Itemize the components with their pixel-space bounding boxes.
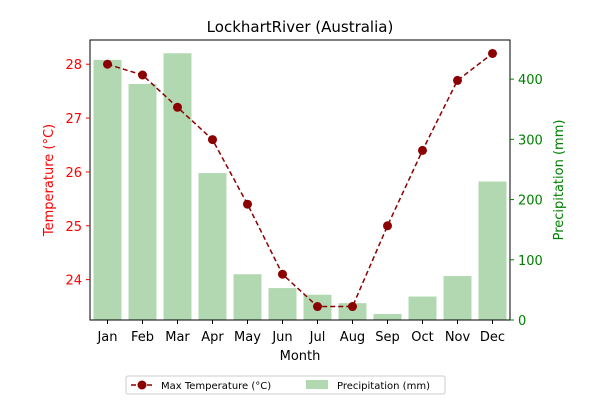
precipitation-bars (93, 53, 507, 320)
temperature-point-may (243, 199, 252, 209)
y-left-tick-label: 24 (65, 274, 82, 289)
y-right-tick-label: 0 (518, 314, 526, 329)
x-axis-label: Month (280, 349, 321, 364)
precipitation-bar-sep (373, 313, 402, 320)
x-tick-label: Oct (411, 330, 433, 345)
x-tick-label: May (234, 330, 261, 345)
precipitation-bar-jun (268, 288, 297, 320)
x-tick-label: Jan (96, 330, 117, 345)
temperature-point-feb (138, 70, 147, 80)
y-right-tick-label: 100 (518, 254, 543, 269)
x-tick-label: Dec (480, 330, 505, 345)
y-left-tick-label: 27 (65, 112, 82, 127)
temperature-series-line (107, 52, 493, 308)
x-tick-label: Mar (165, 330, 190, 345)
legend-label-precipitation: Precipitation (mm) (337, 381, 430, 392)
legend-line-marker (137, 380, 147, 390)
y-right-tick-label: 200 (518, 194, 543, 209)
precipitation-bar-aug (338, 303, 367, 320)
precipitation-bar-dec (478, 181, 507, 320)
legend-box (125, 375, 446, 395)
y-axis-right: 0 100 200 300 400 (510, 73, 543, 329)
chart-title: LockhartRiver (Australia) (207, 18, 394, 36)
y-axis-right-label: Precipitation (mm) (552, 120, 567, 241)
temperature-point-apr (208, 135, 217, 145)
legend: Max Temperature (°C) Precipitation (mm) (125, 375, 446, 395)
temperature-point-dec (488, 48, 497, 58)
x-tick-label: Apr (201, 330, 224, 345)
temperature-point-jun (278, 269, 287, 279)
temperature-point-nov (453, 75, 462, 85)
y-right-tick-label: 400 (518, 73, 543, 88)
precipitation-bar-mar (163, 53, 192, 320)
x-tick-label: Feb (131, 330, 154, 345)
precipitation-bar-apr (198, 173, 227, 320)
precipitation-bar-feb (128, 83, 157, 320)
legend-label-temperature: Max Temperature (°C) (161, 381, 271, 392)
temperature-point-mar (173, 102, 182, 112)
y-left-tick-label: 26 (65, 166, 82, 181)
x-tick-label: Jul (309, 330, 326, 345)
x-tick-label: Jun (271, 330, 292, 345)
x-tick-label: Nov (445, 330, 471, 345)
temperature-point-aug (348, 302, 357, 312)
temperature-point-sep (383, 221, 392, 231)
temperature-point-jul (313, 302, 322, 312)
precipitation-bar-oct (408, 296, 437, 320)
y-axis-left: 24 25 26 27 28 (65, 58, 90, 289)
x-tick-label: Aug (340, 330, 365, 345)
precipitation-bar-nov (443, 276, 472, 320)
x-tick-label: Sep (375, 330, 400, 345)
plot-frame (89, 39, 511, 321)
legend-bar-swatch (306, 380, 328, 389)
x-axis: Jan Feb Mar Apr May Jun Jul Aug Sep Oct Nov Dec (96, 320, 505, 345)
precipitation-bar-jan (93, 59, 122, 320)
y-axis-left-label: Temperature (°C) (42, 124, 57, 237)
precipitation-bar-may (233, 274, 262, 320)
y-left-tick-label: 25 (65, 220, 82, 235)
y-left-tick-label: 28 (65, 58, 82, 73)
y-right-tick-label: 300 (518, 133, 543, 148)
temperature-line (103, 48, 497, 312)
temperature-point-oct (418, 145, 427, 155)
temperature-point-jan (103, 59, 112, 69)
